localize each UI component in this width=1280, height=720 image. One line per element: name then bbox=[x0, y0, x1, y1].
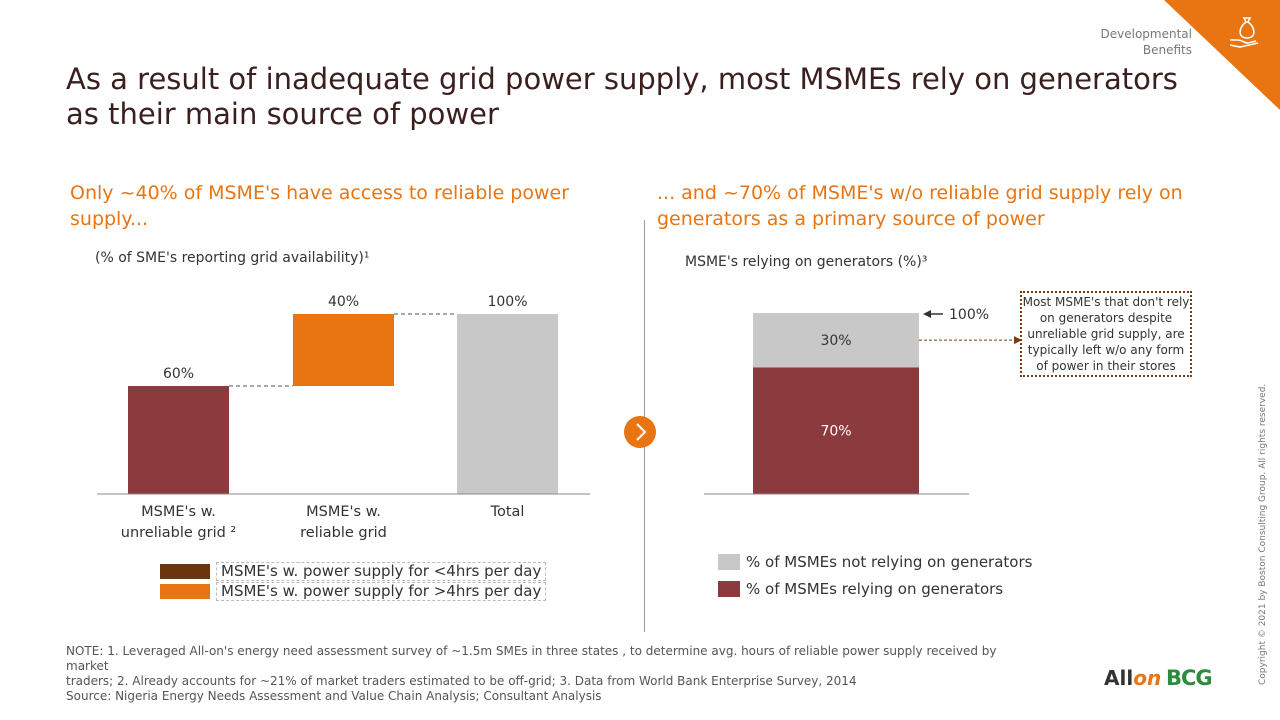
bar bbox=[457, 314, 558, 494]
legend-label: % of MSMEs not relying on generators bbox=[746, 553, 1033, 571]
category-label: reliable grid bbox=[300, 525, 387, 541]
legend-label: % of MSMEs relying on generators bbox=[746, 580, 1004, 598]
bar bbox=[293, 314, 394, 386]
arrow-right-icon bbox=[1014, 336, 1022, 345]
bar-segment bbox=[753, 313, 919, 368]
category-label: MSME's w. bbox=[141, 504, 216, 520]
left-subtitle: Only ~40% of MSME's have access to relia… bbox=[70, 182, 570, 230]
money-bag-hand-icon bbox=[1229, 17, 1259, 48]
data-label: 60% bbox=[163, 366, 194, 382]
bar bbox=[128, 386, 229, 494]
footnote-line: traders; 2. Already accounts for ~21% of… bbox=[66, 674, 857, 688]
chevron-right-icon bbox=[636, 423, 647, 441]
footnotes: NOTE: 1. Leveraged All-on's energy need … bbox=[66, 644, 1026, 704]
page-title: As a result of inadequate grid power sup… bbox=[66, 62, 1178, 131]
right-caption: MSME's relying on generators (%)³ bbox=[685, 254, 928, 270]
category-label: MSME's w. bbox=[306, 504, 381, 520]
legend-item-relying: % of MSMEs relying on generators bbox=[718, 580, 1003, 598]
category-label: unreliable grid ² bbox=[121, 525, 236, 541]
arrow-left-icon bbox=[923, 310, 931, 318]
legend-label: MSME's w. power supply for >4hrs per day bbox=[216, 582, 547, 601]
footnote-line: NOTE: 1. Leveraged All-on's energy need … bbox=[66, 644, 997, 673]
category-label: Total bbox=[490, 504, 525, 520]
legend-item-not-relying: % of MSMEs not relying on generators bbox=[718, 553, 1032, 571]
bcg-logo: BCG bbox=[1166, 666, 1213, 690]
allon-logo: Allon bbox=[1104, 666, 1162, 690]
data-label: 100% bbox=[487, 294, 527, 310]
legend-swatch bbox=[160, 584, 210, 599]
legend-item-long-supply: MSME's w. power supply for >4hrs per day bbox=[160, 582, 547, 601]
legend-swatch bbox=[718, 581, 740, 597]
left-caption: (% of SME's reporting grid availability)… bbox=[95, 250, 370, 266]
legend-swatch bbox=[160, 564, 210, 579]
stacked-bar-chart: 70% 30% 100% bbox=[704, 307, 1022, 495]
legend-swatch bbox=[718, 554, 740, 570]
right-subtitle: ... and ~70% of MSME's w/o reliable grid… bbox=[657, 182, 1183, 230]
waterfall-chart: 60% MSME's w. unreliable grid ² 40% MSME's w… bbox=[97, 294, 590, 541]
segment-label: 70% bbox=[820, 424, 851, 440]
data-label: 40% bbox=[328, 294, 359, 310]
copyright-text: Copyright © 2021 by Boston Consulting Gr… bbox=[1258, 383, 1268, 685]
bar-segment bbox=[753, 367, 919, 494]
total-label: 100% bbox=[949, 307, 989, 323]
source-line: Source: Nigeria Energy Needs Assessment … bbox=[66, 689, 602, 703]
corner-banner bbox=[1164, 0, 1280, 110]
next-arrow-icon bbox=[624, 416, 656, 448]
section-label: Developmental Benefits bbox=[1100, 27, 1192, 57]
legend-label: MSME's w. power supply for <4hrs per day bbox=[216, 562, 547, 581]
legend-item-short-supply: MSME's w. power supply for <4hrs per day bbox=[160, 562, 547, 581]
callout-box: Most MSME's that don't rely on generator… bbox=[1020, 291, 1192, 377]
segment-label: 30% bbox=[820, 333, 851, 349]
